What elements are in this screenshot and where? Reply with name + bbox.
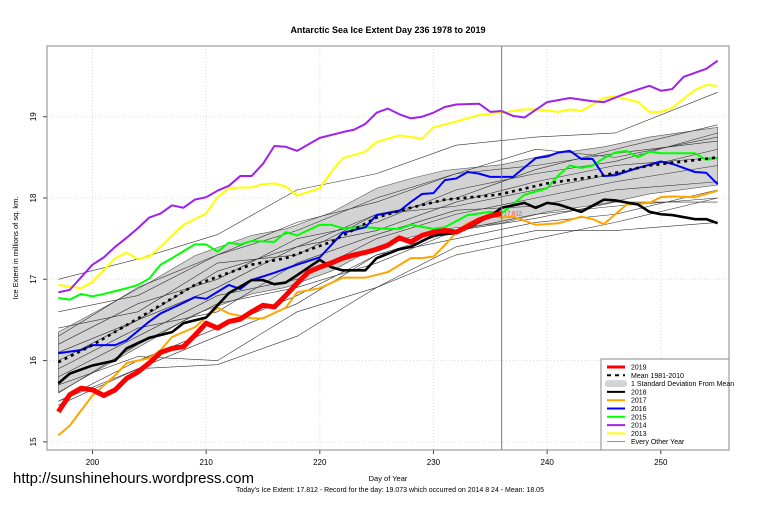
y-tick-label: 19 [29, 112, 38, 121]
legend-item: 1 Standard Deviation From Mean [605, 380, 734, 388]
legend-item: 2015 [607, 414, 647, 421]
y-tick-label: 16 [29, 356, 38, 365]
every-other-year-line [58, 189, 718, 402]
today-value-label: 17.812 [504, 211, 523, 217]
std-band-layer [58, 126, 718, 393]
y-axis-label: Ice Extent in millions of sq. km. [11, 197, 20, 300]
legend-box [600, 358, 730, 451]
legend-label: Every Other Year [631, 439, 685, 446]
legend-item: 2013 [607, 431, 647, 438]
legend-item: 2014 [607, 423, 647, 430]
legend-item: 2016 [607, 406, 647, 413]
legend-item: 2019 [607, 365, 647, 372]
series-layer [56, 59, 719, 437]
y-tick-label: 15 [29, 437, 38, 446]
series-line-2018 [57, 198, 719, 385]
every-other-year-line [58, 140, 718, 337]
legend-item: 2018 [607, 389, 647, 396]
y-tick-label: 18 [29, 193, 38, 202]
background-years-layer [58, 92, 718, 406]
x-tick-label: 250 [654, 458, 668, 467]
legend-label: 1 Standard Deviation From Mean [631, 381, 734, 388]
legend-swatch-band [605, 380, 627, 388]
series-line-2015 [58, 149, 718, 301]
series-line-2016 [58, 149, 719, 355]
x-tick-label: 200 [86, 458, 100, 467]
y-tick-label: 17 [29, 274, 38, 283]
series-line-2019 [56, 211, 503, 414]
x-axis-label: Day of Year [369, 474, 408, 483]
legend-label: 2019 [631, 365, 647, 372]
legend-label: Mean 1981-2010 [631, 373, 684, 380]
series-line-2013 [58, 84, 718, 290]
axes: 200 210 220 230 240 250 15 16 17 18 19 [29, 45, 730, 467]
legend-item: Every Other Year [607, 439, 685, 446]
every-other-year-line [58, 92, 718, 280]
x-tick-label: 240 [540, 458, 554, 467]
x-tick-label: 220 [313, 458, 327, 467]
legend-label: 2017 [631, 398, 647, 405]
series-line-2017 [57, 189, 718, 437]
legend-label: 2015 [631, 414, 647, 421]
chart-title: Antarctic Sea Ice Extent Day 236 1978 to… [290, 25, 485, 35]
x-tick-label: 210 [199, 458, 213, 467]
legend-item: Mean 1981-2010 [607, 373, 684, 380]
footer-text: Today's Ice Extent: 17.812 - Record for … [236, 487, 544, 494]
every-other-year-line [58, 136, 718, 313]
plot-frame [46, 45, 730, 451]
legend-label: 2014 [631, 423, 647, 430]
legend-label: 2016 [631, 406, 647, 413]
watermark-url: http://sunshinehours.wordpress.com [13, 470, 254, 487]
x-tick-label: 230 [427, 458, 441, 467]
legend-label: 2013 [631, 431, 647, 438]
every-other-year-line [58, 157, 718, 361]
legend-label: 2018 [631, 389, 647, 396]
every-other-year-line [58, 181, 718, 369]
legend-item: 2017 [607, 398, 647, 405]
std-deviation-band [58, 126, 718, 393]
series-line-2014 [58, 59, 719, 294]
series-line-mean-1981-2010 [57, 156, 718, 364]
